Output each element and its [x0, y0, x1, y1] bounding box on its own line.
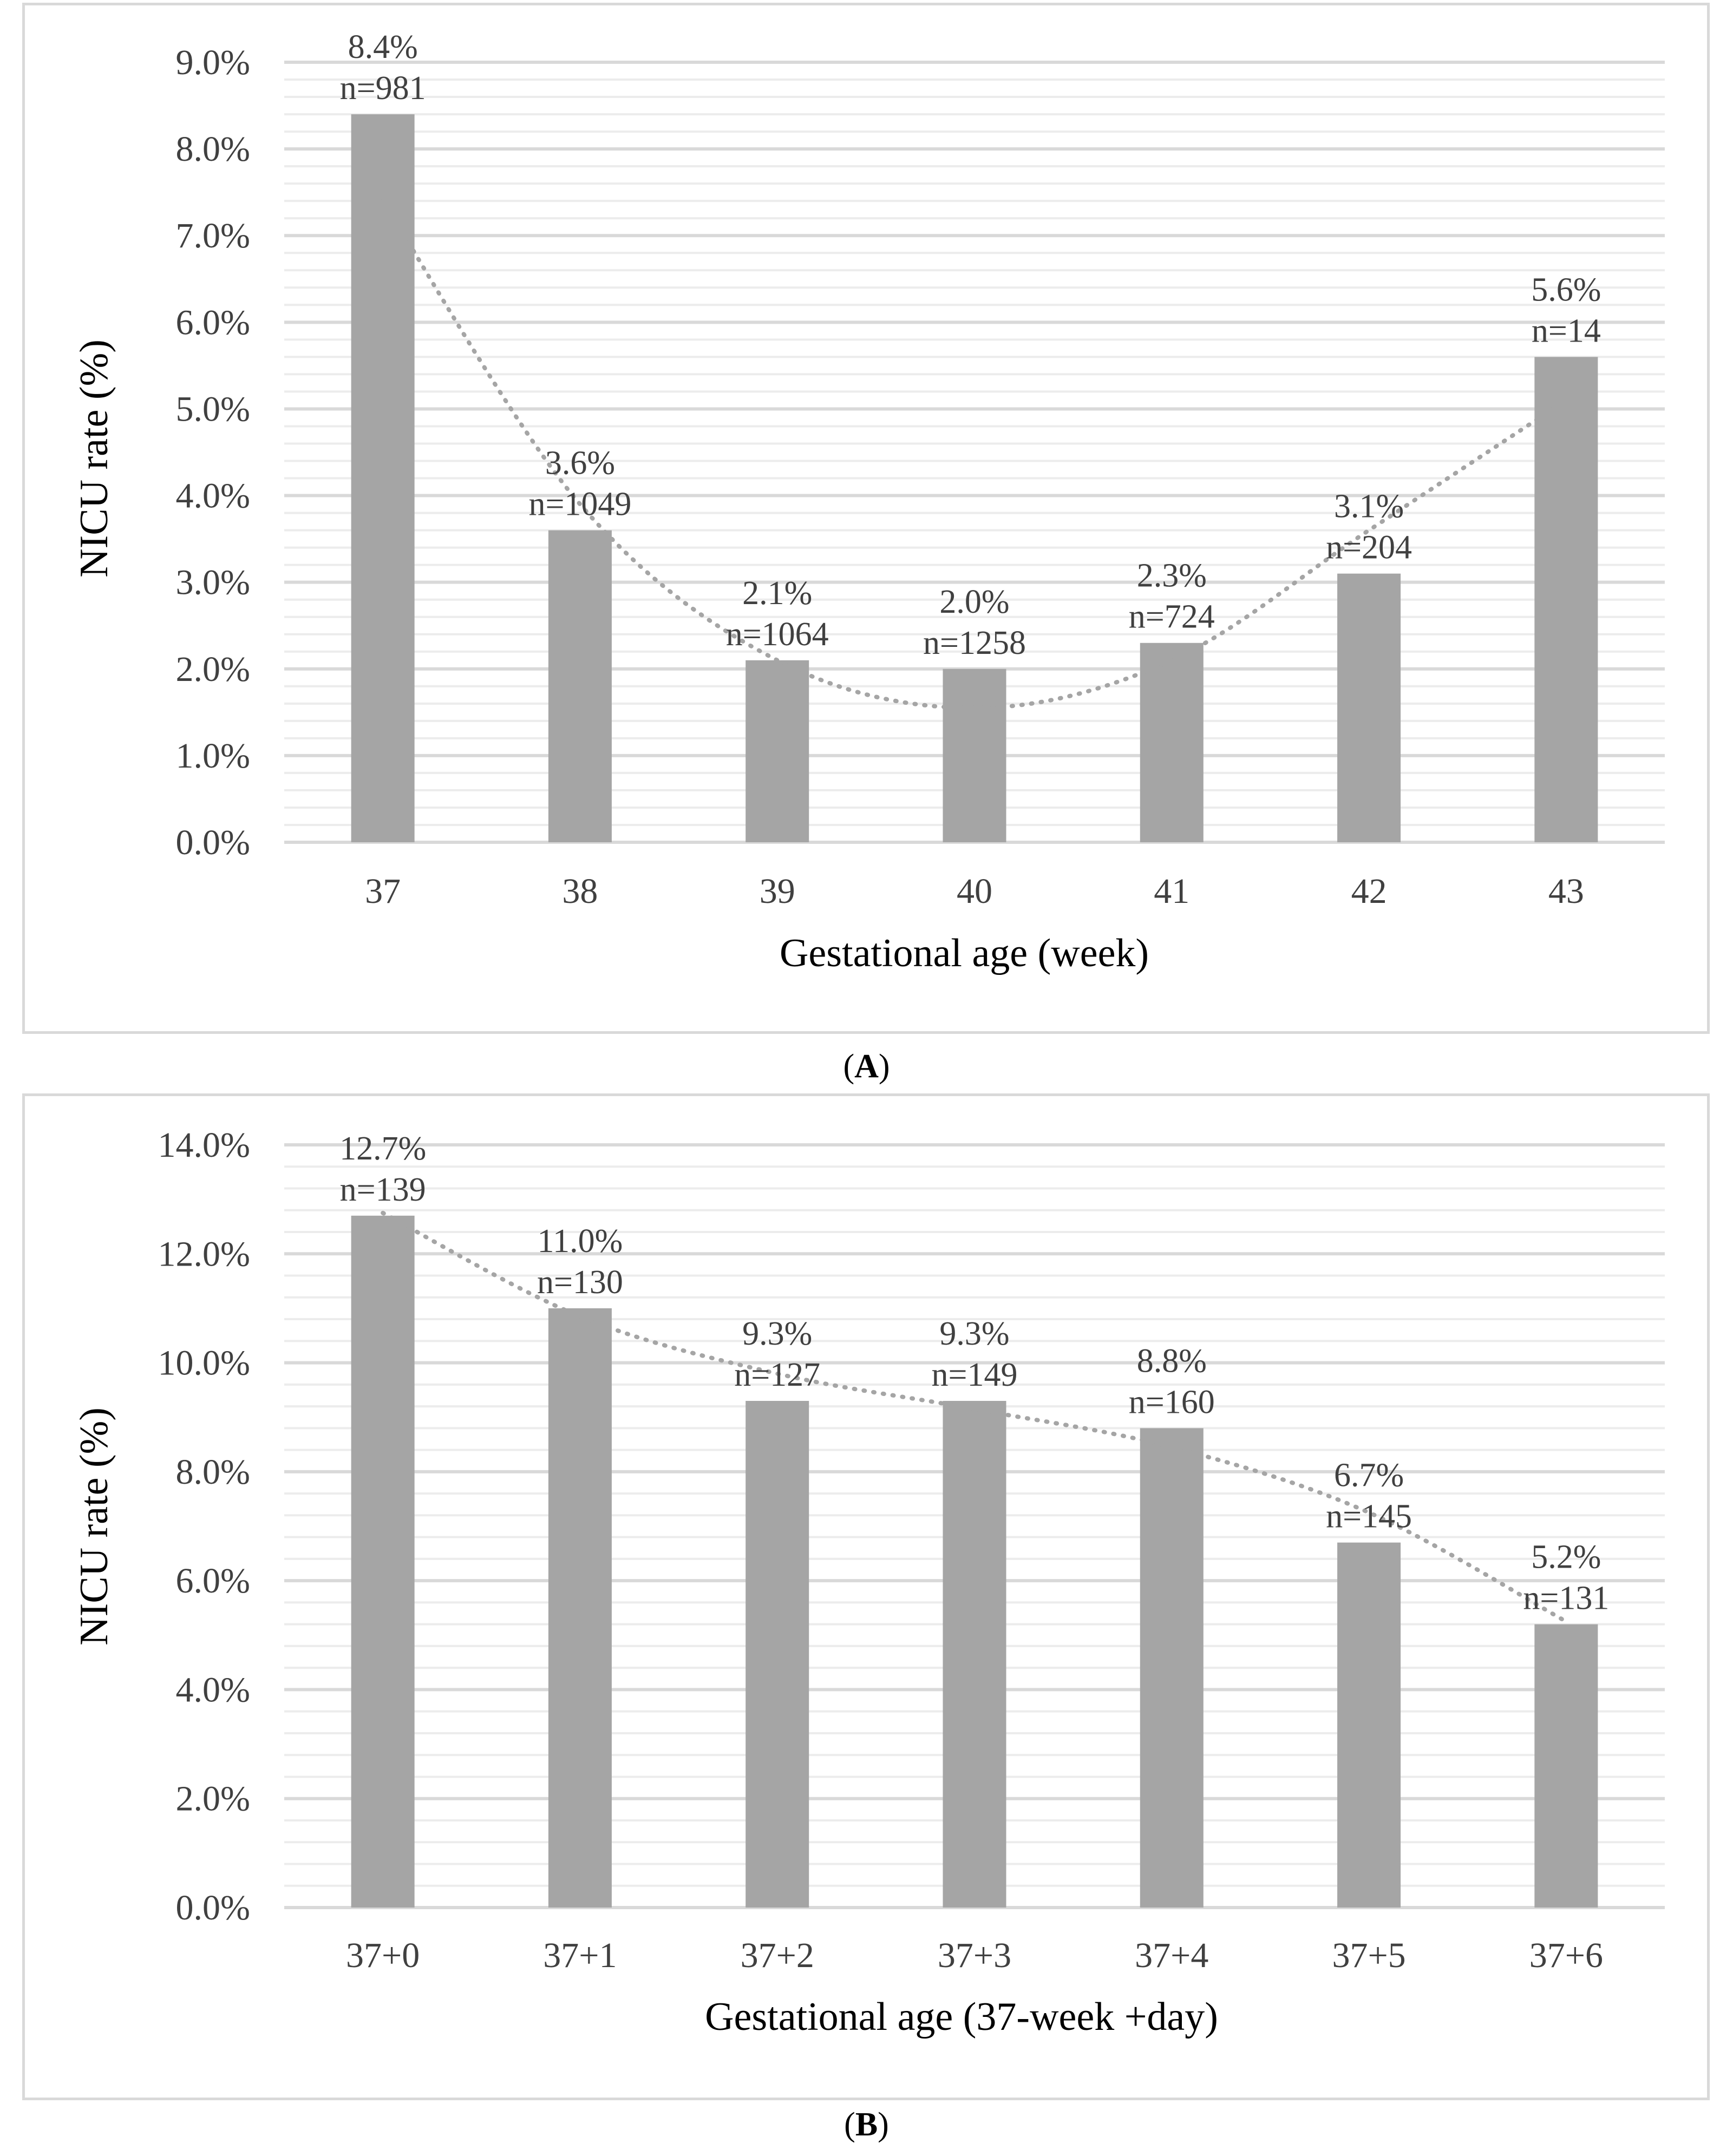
data-label-n: n=127: [734, 1356, 820, 1393]
x-tick-label: 37+2: [741, 1936, 814, 1975]
y-tick-label: 6.0%: [176, 303, 250, 342]
y-tick-label: 5.0%: [176, 389, 250, 429]
data-label-n: n=1258: [923, 625, 1026, 661]
data-label-percent: 8.4%: [348, 29, 418, 65]
x-tick-label: 41: [1154, 871, 1189, 911]
y-tick-label: 0.0%: [176, 823, 250, 862]
x-axis-title: Gestational age (week): [780, 931, 1149, 975]
chart-panel-a: 0.0% 1.0% 2.0% 3.0% 4.0% 5.0% 6.0% 7.0% 8.0% 9.0%…: [72, 29, 1665, 975]
panel-b-caption-label: B: [855, 2106, 878, 2143]
chart-panel-b: 0.0% 2.0% 4.0% 6.0% 8.0% 10.0% 12.0% 14.0% 37+0 3…: [72, 1125, 1665, 2039]
bar: [745, 1401, 809, 1908]
panel-a-frame: [22, 3, 1710, 1034]
bar: [548, 530, 612, 842]
x-tick-label: 43: [1548, 871, 1584, 911]
bar: [351, 1215, 415, 1908]
y-tick-label: 14.0%: [158, 1125, 250, 1165]
y-tick-label: 8.0%: [176, 129, 250, 169]
data-label-n: n=724: [1129, 599, 1215, 635]
y-tick-label: 2.0%: [176, 650, 250, 689]
panel-b-caption: (B): [844, 2106, 889, 2143]
x-tick-label: 37+6: [1529, 1936, 1603, 1975]
data-label-n: n=149: [932, 1356, 1018, 1393]
x-tick-label: 37+0: [346, 1936, 420, 1975]
y-tick-label: 1.0%: [176, 736, 250, 776]
x-tick-label: 37: [365, 871, 401, 911]
bar: [943, 669, 1006, 842]
data-label-n: n=131: [1523, 1580, 1609, 1617]
data-label-n: n=160: [1129, 1384, 1215, 1420]
bar: [745, 660, 809, 842]
y-tick-label: 2.0%: [176, 1779, 250, 1819]
bar: [351, 114, 415, 843]
bar: [1140, 643, 1204, 842]
y-tick-label: 4.0%: [176, 476, 250, 516]
data-label-percent: 2.3%: [1137, 558, 1207, 594]
x-tick-label: 37+4: [1135, 1936, 1208, 1975]
data-label-percent: 3.6%: [545, 445, 615, 482]
y-tick-label: 8.0%: [176, 1452, 250, 1492]
data-label-n: n=145: [1326, 1498, 1412, 1535]
data-label-percent: 2.1%: [742, 575, 812, 612]
x-axis-title: Gestational age (37-week +day): [705, 1995, 1218, 2039]
x-tick-label: 37+1: [543, 1936, 617, 1975]
data-label-percent: 9.3%: [939, 1315, 1009, 1352]
data-label-n: n=139: [340, 1171, 426, 1208]
data-label-percent: 8.8%: [1137, 1342, 1207, 1379]
bar: [1337, 1542, 1401, 1908]
data-label-percent: 6.7%: [1334, 1457, 1404, 1494]
panel-a-caption-label: A: [854, 1048, 879, 1085]
x-tick-label: 38: [562, 871, 598, 911]
panel-b-frame: [22, 1093, 1710, 2100]
panel-a-caption: (A): [843, 1048, 890, 1085]
trendline: [381, 199, 1568, 710]
bar: [1140, 1428, 1204, 1908]
data-label-percent: 5.6%: [1531, 271, 1601, 308]
x-tick-label: 37+5: [1332, 1936, 1405, 1975]
y-tick-label: 0.0%: [176, 1888, 250, 1928]
bar: [1337, 573, 1401, 842]
data-label-n: n=981: [340, 70, 426, 107]
data-label-percent: 5.2%: [1531, 1539, 1601, 1576]
data-label-n: n=14: [1532, 312, 1601, 349]
y-tick-label: 10.0%: [158, 1344, 250, 1383]
data-label-n: n=130: [537, 1264, 623, 1301]
data-label-n: n=1064: [726, 616, 829, 653]
y-axis-title: NICU rate (%): [72, 1407, 116, 1646]
y-tick-label: 3.0%: [176, 563, 250, 602]
bar: [548, 1308, 612, 1908]
bar: [1534, 1624, 1598, 1908]
y-tick-label: 9.0%: [176, 43, 250, 82]
y-tick-label: 4.0%: [176, 1670, 250, 1709]
y-tick-label: 6.0%: [176, 1561, 250, 1601]
x-tick-label: 40: [957, 871, 992, 911]
data-label-percent: 12.7%: [339, 1130, 426, 1167]
x-tick-label: 37+3: [938, 1936, 1011, 1975]
trendline: [381, 1210, 1568, 1624]
y-tick-label: 12.0%: [158, 1234, 250, 1274]
x-tick-label: 39: [760, 871, 795, 911]
data-label-percent: 9.3%: [742, 1315, 812, 1352]
bar: [1534, 357, 1598, 842]
data-label-percent: 3.1%: [1334, 488, 1404, 525]
data-label-n: n=204: [1326, 529, 1412, 566]
data-label-n: n=1049: [528, 486, 631, 523]
y-tick-label: 7.0%: [176, 216, 250, 255]
data-label-percent: 11.0%: [537, 1223, 623, 1260]
bar: [943, 1401, 1006, 1908]
y-axis-title: NICU rate (%): [72, 339, 116, 578]
x-tick-label: 42: [1351, 871, 1387, 911]
data-label-percent: 2.0%: [939, 584, 1009, 620]
